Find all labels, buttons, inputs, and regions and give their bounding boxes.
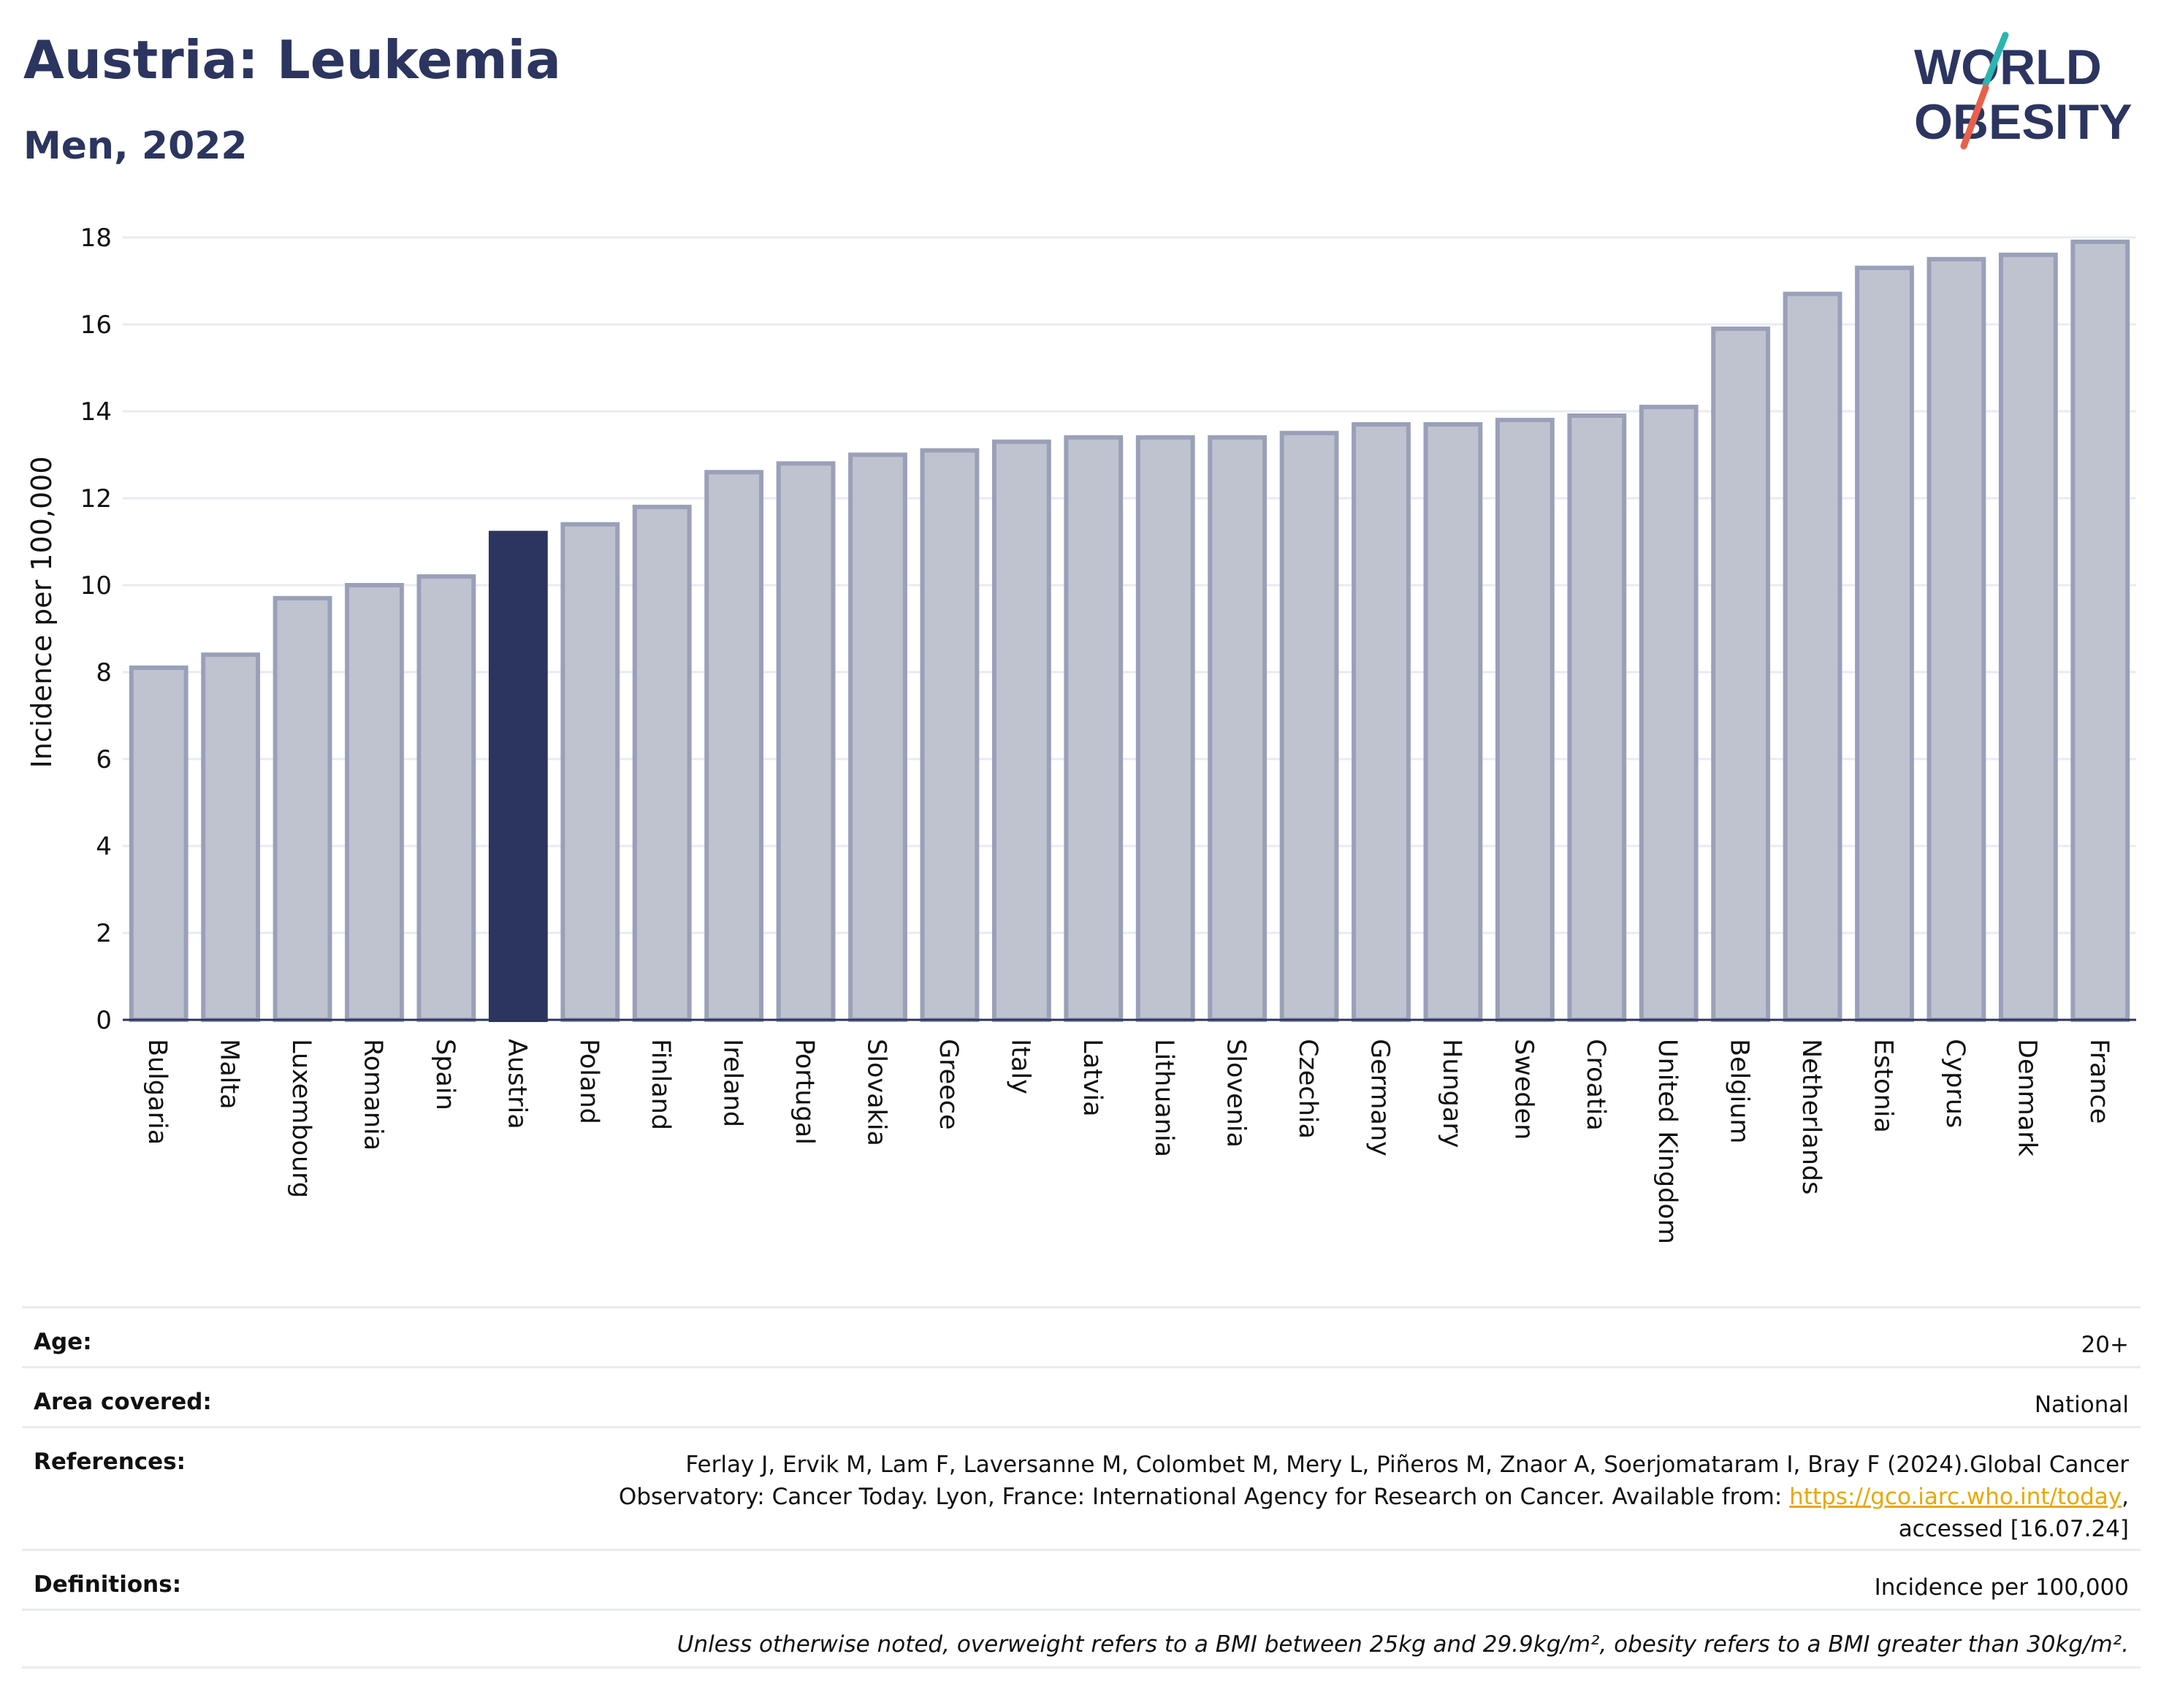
x-tick-label: Finland bbox=[646, 1039, 675, 1130]
bar-hungary bbox=[1423, 422, 1483, 1022]
x-tick-label: Denmark bbox=[2012, 1039, 2041, 1157]
logo-slash-top bbox=[1982, 31, 2009, 88]
x-tick-label: Romania bbox=[359, 1039, 388, 1151]
definitions-label: Definitions: bbox=[34, 1571, 182, 1598]
x-tick-label: Sweden bbox=[1509, 1039, 1538, 1140]
x-tick-label: Malta bbox=[215, 1039, 244, 1110]
y-tick-label: 14 bbox=[80, 397, 112, 427]
bar-luxembourg bbox=[272, 595, 332, 1022]
age-label: Age: bbox=[34, 1329, 92, 1355]
reference-line-3: accessed [16.07.24] bbox=[1898, 1516, 2129, 1542]
bar-czechia bbox=[1279, 430, 1339, 1022]
bar-spain bbox=[416, 574, 476, 1022]
x-tick-label: Austria bbox=[502, 1039, 531, 1129]
bar-malta bbox=[201, 652, 261, 1022]
bar-france bbox=[2070, 239, 2130, 1023]
y-tick-label: 8 bbox=[96, 658, 112, 687]
x-tick-label: United Kingdom bbox=[1653, 1039, 1682, 1244]
x-tick-label: Germany bbox=[1365, 1039, 1395, 1156]
meta-row-references: References: Ferlay J, Ervik M, Lam F, La… bbox=[22, 1426, 2141, 1549]
bar-bulgaria bbox=[129, 666, 188, 1022]
references-label: References: bbox=[34, 1449, 186, 1475]
logo-slash-bottom bbox=[1960, 84, 1989, 150]
y-tick-label: 18 bbox=[80, 224, 112, 253]
x-tick-label: Czechia bbox=[1293, 1039, 1322, 1139]
y-tick-label: 10 bbox=[80, 571, 112, 601]
reference-line-2: Observatory: Cancer Today. Lyon, France:… bbox=[618, 1484, 1783, 1510]
bar-greece bbox=[920, 448, 980, 1022]
x-tick-label: Greece bbox=[934, 1039, 963, 1130]
x-tick-label: Bulgaria bbox=[142, 1039, 172, 1145]
bars bbox=[129, 239, 2130, 1023]
bar-germany bbox=[1352, 422, 1411, 1022]
bar-cyprus bbox=[1926, 256, 1986, 1022]
x-tick-label: Belgium bbox=[1725, 1039, 1754, 1144]
meta-row-age: Age: 20+ bbox=[22, 1306, 2141, 1366]
x-tick-label: Netherlands bbox=[1796, 1039, 1826, 1194]
chart-title: Austria: Leukemia bbox=[23, 29, 561, 91]
x-tick-label: Slovakia bbox=[862, 1039, 891, 1146]
bar-slovenia bbox=[1208, 435, 1268, 1022]
bar-netherlands bbox=[1783, 291, 1842, 1023]
logo-world-text: WORLD bbox=[1914, 39, 2102, 95]
bmi-note: Unless otherwise noted, overweight refer… bbox=[676, 1631, 2129, 1658]
bar-united-kingdom bbox=[1639, 405, 1699, 1022]
reference-line-1: Ferlay J, Ervik M, Lam F, Laversanne M, … bbox=[685, 1452, 2129, 1478]
bar-denmark bbox=[1998, 252, 2058, 1022]
bar-croatia bbox=[1567, 413, 1627, 1022]
bar-poland bbox=[560, 522, 620, 1022]
x-tick-label: Cyprus bbox=[1940, 1039, 1970, 1128]
x-tick-label: Spain bbox=[430, 1039, 460, 1110]
area-value: National bbox=[2034, 1392, 2129, 1418]
y-axis-title: Incidence per 100,000 bbox=[26, 456, 58, 768]
y-tick-label: 6 bbox=[96, 745, 112, 774]
x-tick-label: Estonia bbox=[1869, 1039, 1898, 1133]
y-tick-label: 12 bbox=[80, 484, 112, 514]
bar-austria bbox=[488, 530, 548, 1022]
bar-finland bbox=[632, 504, 692, 1022]
bar-portugal bbox=[776, 461, 836, 1022]
bar-belgium bbox=[1711, 326, 1771, 1022]
reference-link[interactable]: https://gco.iarc.who.int/today bbox=[1789, 1484, 2122, 1510]
metadata-table: Age: 20+ Area covered: National Referenc… bbox=[22, 1306, 2141, 1669]
x-tick-label: Lithuania bbox=[1149, 1039, 1178, 1157]
logo-obesity-text: OBESITY bbox=[1914, 94, 2133, 150]
x-tick-label: Ireland bbox=[718, 1039, 747, 1127]
meta-row-note: Unless otherwise noted, overweight refer… bbox=[22, 1609, 2141, 1669]
y-tick-label: 2 bbox=[96, 919, 112, 948]
world-obesity-logo: WORLD OBESITY bbox=[1914, 31, 2133, 150]
x-tick-label: Croatia bbox=[1581, 1039, 1610, 1131]
bar-latvia bbox=[1064, 435, 1124, 1022]
references-value: Ferlay J, Ervik M, Lam F, Laversanne M, … bbox=[618, 1452, 2129, 1542]
y-tick-label: 0 bbox=[96, 1006, 112, 1035]
x-tick-label: Italy bbox=[1005, 1039, 1034, 1094]
x-tick-label: Latvia bbox=[1078, 1039, 1107, 1117]
y-tick-label: 4 bbox=[96, 832, 112, 861]
bar-chart: 0 2 4 6 8 10 12 14 16 18 Bulgaria Malta Luxembourg Ro… bbox=[26, 224, 2136, 1244]
bar-sweden bbox=[1495, 417, 1555, 1022]
x-tick-label: Portugal bbox=[790, 1039, 819, 1145]
x-tick-label: Poland bbox=[574, 1039, 603, 1124]
x-tick-label: Hungary bbox=[1437, 1039, 1466, 1148]
bar-italy bbox=[991, 439, 1051, 1022]
axis-labels: 0 2 4 6 8 10 12 14 16 18 Bulgaria Malta Luxembourg Ro… bbox=[80, 224, 2114, 1244]
y-tick-label: 16 bbox=[80, 310, 112, 340]
area-label: Area covered: bbox=[34, 1389, 212, 1415]
bar-ireland bbox=[704, 470, 764, 1022]
bar-lithuania bbox=[1135, 435, 1195, 1022]
chart-subtitle: Men, 2022 bbox=[23, 124, 248, 168]
bar-slovakia bbox=[848, 452, 907, 1022]
meta-row-area: Area covered: National bbox=[22, 1366, 2141, 1426]
bar-romania bbox=[345, 583, 404, 1022]
meta-row-definitions: Definitions: Incidence per 100,000 bbox=[22, 1549, 2141, 1609]
definitions-value: Incidence per 100,000 bbox=[1874, 1574, 2129, 1601]
x-tick-label: Slovenia bbox=[1221, 1039, 1251, 1148]
x-tick-label: Luxembourg bbox=[286, 1039, 316, 1198]
bar-estonia bbox=[1855, 265, 1914, 1022]
age-value: 20+ bbox=[2081, 1332, 2129, 1358]
x-tick-label: France bbox=[2084, 1039, 2114, 1124]
